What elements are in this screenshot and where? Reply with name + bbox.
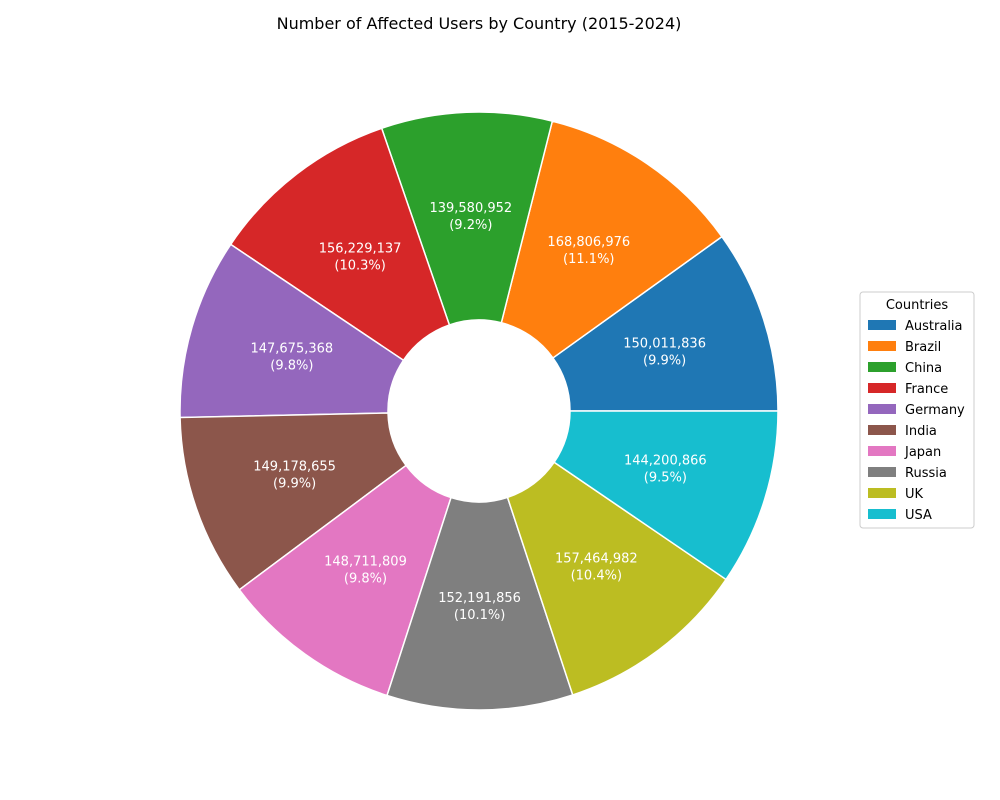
legend-label: UK [905, 487, 924, 502]
slice-value-label: 168,806,976 [547, 235, 630, 250]
legend-swatch [868, 362, 896, 372]
legend-swatch [868, 383, 896, 393]
legend-swatch [868, 467, 896, 477]
legend-swatch [868, 446, 896, 456]
legend-items: Australia Brazil China France Germany India Ja… [868, 319, 965, 523]
legend-label: USA [905, 508, 932, 523]
slice-value-label: 139,580,952 [429, 201, 512, 216]
slice-labels: 150,011,836 (9.9%) 168,806,976 (11.1%) 139,5… [250, 201, 706, 623]
slice-percent-label: (9.8%) [270, 358, 313, 373]
slice-value-label: 152,191,856 [438, 591, 521, 606]
slice-value-label: 147,675,368 [250, 341, 333, 356]
slice-japan [238, 464, 452, 697]
slice-france [229, 127, 451, 362]
slice-value-label: 149,178,655 [253, 459, 336, 474]
slice-china [380, 111, 554, 326]
legend-label: Brazil [905, 340, 941, 355]
slice-percent-label: (10.1%) [454, 608, 505, 623]
donut-slices [179, 111, 779, 711]
slice-value-label: 156,229,137 [319, 241, 402, 256]
slice-percent-label: (10.4%) [571, 569, 622, 584]
legend-label: China [905, 361, 942, 376]
legend-label: Russia [905, 466, 947, 481]
slice-percent-label: (9.9%) [273, 476, 316, 491]
slice-percent-label: (9.8%) [344, 572, 387, 587]
slice-percent-label: (9.9%) [643, 353, 686, 368]
legend-label: Australia [905, 319, 963, 334]
legend-label: Japan [904, 445, 941, 460]
legend-swatch [868, 404, 896, 414]
legend-swatch [868, 488, 896, 498]
slice-value-label: 144,200,866 [624, 453, 707, 468]
slice-germany [179, 243, 405, 419]
slice-australia [551, 235, 779, 412]
slice-percent-label: (11.1%) [563, 252, 614, 267]
legend-swatch [868, 341, 896, 351]
legend: Countries Australia Brazil China France Germ… [859, 291, 975, 529]
legend-label: Germany [905, 403, 965, 418]
legend-label: France [905, 382, 948, 397]
legend-swatch [868, 425, 896, 435]
legend-title: Countries [886, 298, 949, 313]
slice-india [179, 412, 408, 591]
legend-swatch [868, 320, 896, 330]
legend-label: India [905, 424, 937, 439]
slice-value-label: 157,464,982 [555, 552, 638, 567]
legend-swatch [868, 509, 896, 519]
slice-value-label: 148,711,809 [324, 555, 407, 570]
slice-russia [386, 496, 574, 711]
slice-usa [553, 410, 779, 581]
slice-uk [506, 461, 728, 696]
slice-percent-label: (9.5%) [644, 470, 687, 485]
slice-percent-label: (10.3%) [334, 258, 385, 273]
slice-percent-label: (9.2%) [449, 218, 492, 233]
slice-value-label: 150,011,836 [623, 336, 706, 351]
slice-brazil [500, 120, 723, 359]
chart-title: Number of Affected Users by Country (201… [277, 14, 682, 33]
